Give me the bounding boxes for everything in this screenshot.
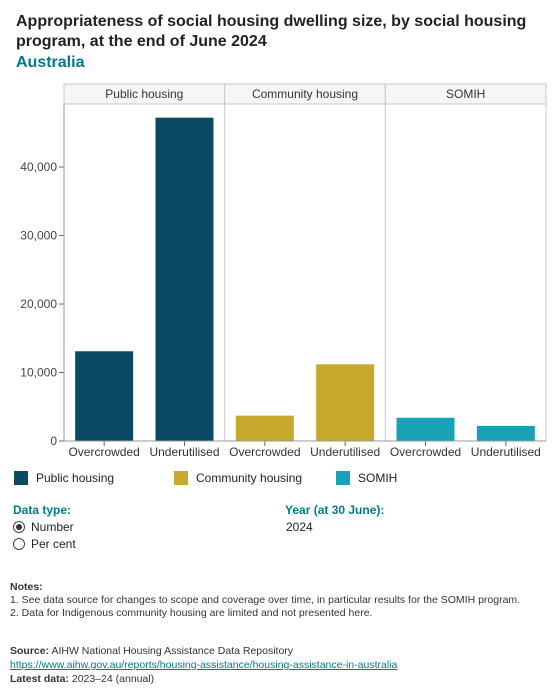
source-block: Source: AIHW National Housing Assistance…	[10, 644, 555, 686]
legend-item-public-housing[interactable]: Public housing	[14, 471, 114, 485]
bar	[235, 415, 294, 441]
legend-swatch-public-housing	[14, 471, 28, 485]
latest-label: Latest data:	[10, 673, 69, 685]
x-tick-label: Underutilised	[471, 445, 541, 459]
y-tick-label: 30,000	[20, 229, 57, 243]
legend-item-community-housing[interactable]: Community housing	[174, 471, 302, 485]
legend-swatch-community-housing	[174, 471, 188, 485]
note-item: 2. Data for Indigenous community housing…	[10, 607, 373, 619]
radio-number-label: Number	[31, 520, 74, 534]
x-tick-label: Underutilised	[149, 445, 219, 459]
radio-unselected-icon[interactable]	[13, 538, 25, 550]
panel-header-label: Community housing	[252, 87, 358, 101]
data-type-control: Data type: Number Per cent	[13, 503, 76, 551]
x-tick-label: Overcrowded	[229, 445, 300, 459]
bar	[155, 117, 214, 442]
bar	[396, 417, 455, 441]
radio-selected-icon[interactable]	[13, 521, 25, 533]
y-tick-label: 0	[50, 434, 57, 448]
latest-text: 2023–24 (annual)	[71, 673, 155, 685]
legend: Public housing Community housing SOMIH	[14, 471, 554, 489]
notes-heading: Notes:	[10, 581, 43, 593]
panel-header-label: SOMIH	[446, 87, 485, 101]
chart-title: Appropriateness of social housing dwelli…	[16, 13, 527, 50]
radio-number[interactable]: Number	[13, 520, 76, 534]
bar	[75, 351, 134, 441]
note-item: 1. See data source for changes to scope …	[10, 594, 521, 606]
radio-per-cent-label: Per cent	[31, 537, 76, 551]
legend-swatch-somih	[336, 471, 350, 485]
x-tick-label: Underutilised	[310, 445, 380, 459]
y-tick-label: 40,000	[20, 160, 57, 174]
source-line: Source: AIHW National Housing Assistance…	[10, 644, 555, 658]
source-link[interactable]: https://www.aihw.gov.au/reports/housing-…	[10, 659, 398, 671]
notes: Notes: 1. See data source for changes to…	[10, 581, 555, 620]
year-label: Year (at 30 June):	[285, 503, 385, 517]
source-label: Source:	[10, 645, 50, 657]
x-tick-label: Overcrowded	[68, 445, 139, 459]
bar	[316, 364, 375, 441]
source-text: AIHW National Housing Assistance Data Re…	[51, 645, 294, 657]
legend-label: Public housing	[36, 471, 115, 485]
chart-subtitle: Australia	[16, 54, 85, 71]
radio-per-cent[interactable]: Per cent	[13, 537, 76, 551]
y-tick-label: 20,000	[20, 297, 57, 311]
legend-item-somih[interactable]: SOMIH	[336, 471, 397, 485]
latest-line: Latest data: 2023–24 (annual)	[10, 672, 555, 686]
bar	[476, 425, 535, 441]
year-control: Year (at 30 June): 2024	[285, 503, 384, 534]
y-tick-label: 10,000	[20, 366, 57, 380]
panel-header-label: Public housing	[105, 87, 183, 101]
data-type-label: Data type:	[13, 503, 72, 517]
bar-chart: 0 10,000 20,000 30,000 40,000 Public housing O…	[20, 83, 547, 459]
x-tick-label: Overcrowded	[390, 445, 461, 459]
legend-label: Community housing	[196, 471, 303, 485]
legend-label: SOMIH	[358, 471, 398, 485]
year-value[interactable]: 2024	[286, 520, 313, 534]
